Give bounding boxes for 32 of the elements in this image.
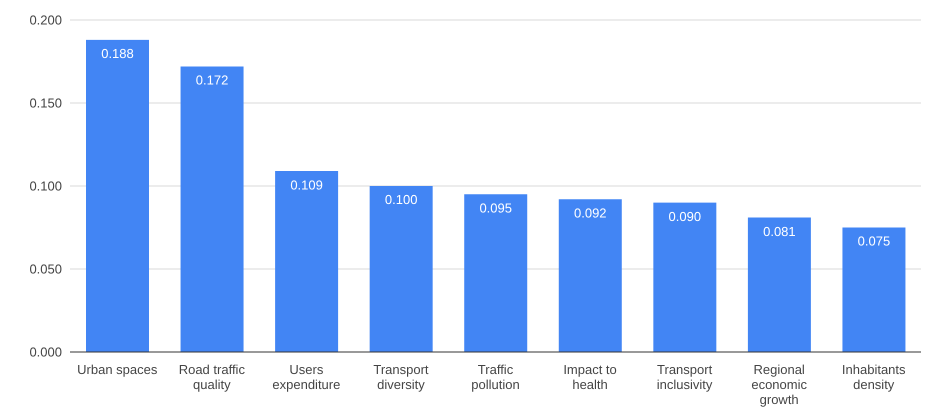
bar xyxy=(180,66,244,352)
x-tick-label: Urban spaces xyxy=(77,362,158,377)
bar xyxy=(748,218,811,352)
x-tick-label: Traffic pollution xyxy=(471,362,520,392)
x-tick-label: Transport inclusivity xyxy=(656,362,713,392)
data-label: 0.095 xyxy=(479,200,512,216)
bar xyxy=(653,202,716,352)
bar xyxy=(86,40,149,352)
data-label: 0.081 xyxy=(763,224,796,239)
y-tick-label: 0.150 xyxy=(29,96,62,111)
x-tick-label: Inhabitants density xyxy=(842,362,906,392)
data-label: 0.172 xyxy=(196,72,228,88)
bar xyxy=(842,228,906,352)
x-tick-label: Road traffic quality xyxy=(178,362,246,392)
x-tick-label: Regional economic growth xyxy=(751,362,808,407)
data-label: 0.109 xyxy=(290,177,323,192)
y-tick-label: 0.100 xyxy=(29,178,62,194)
bar xyxy=(464,194,528,352)
y-tick-label: 0.000 xyxy=(29,344,62,360)
y-tick-label: 0.200 xyxy=(29,12,62,28)
data-label: 0.092 xyxy=(574,206,607,221)
bar xyxy=(370,186,433,352)
x-tick-label: Transport diversity xyxy=(373,362,429,392)
data-label: 0.090 xyxy=(668,208,702,224)
data-label: 0.100 xyxy=(384,192,418,208)
bar xyxy=(558,199,622,352)
bar xyxy=(275,171,338,352)
x-tick-label: Users expenditure xyxy=(272,362,340,392)
data-label: 0.075 xyxy=(858,234,890,249)
x-tick-label: Impact to health xyxy=(563,362,617,392)
data-label: 0.188 xyxy=(101,46,134,62)
y-tick-label: 0.050 xyxy=(29,262,62,277)
